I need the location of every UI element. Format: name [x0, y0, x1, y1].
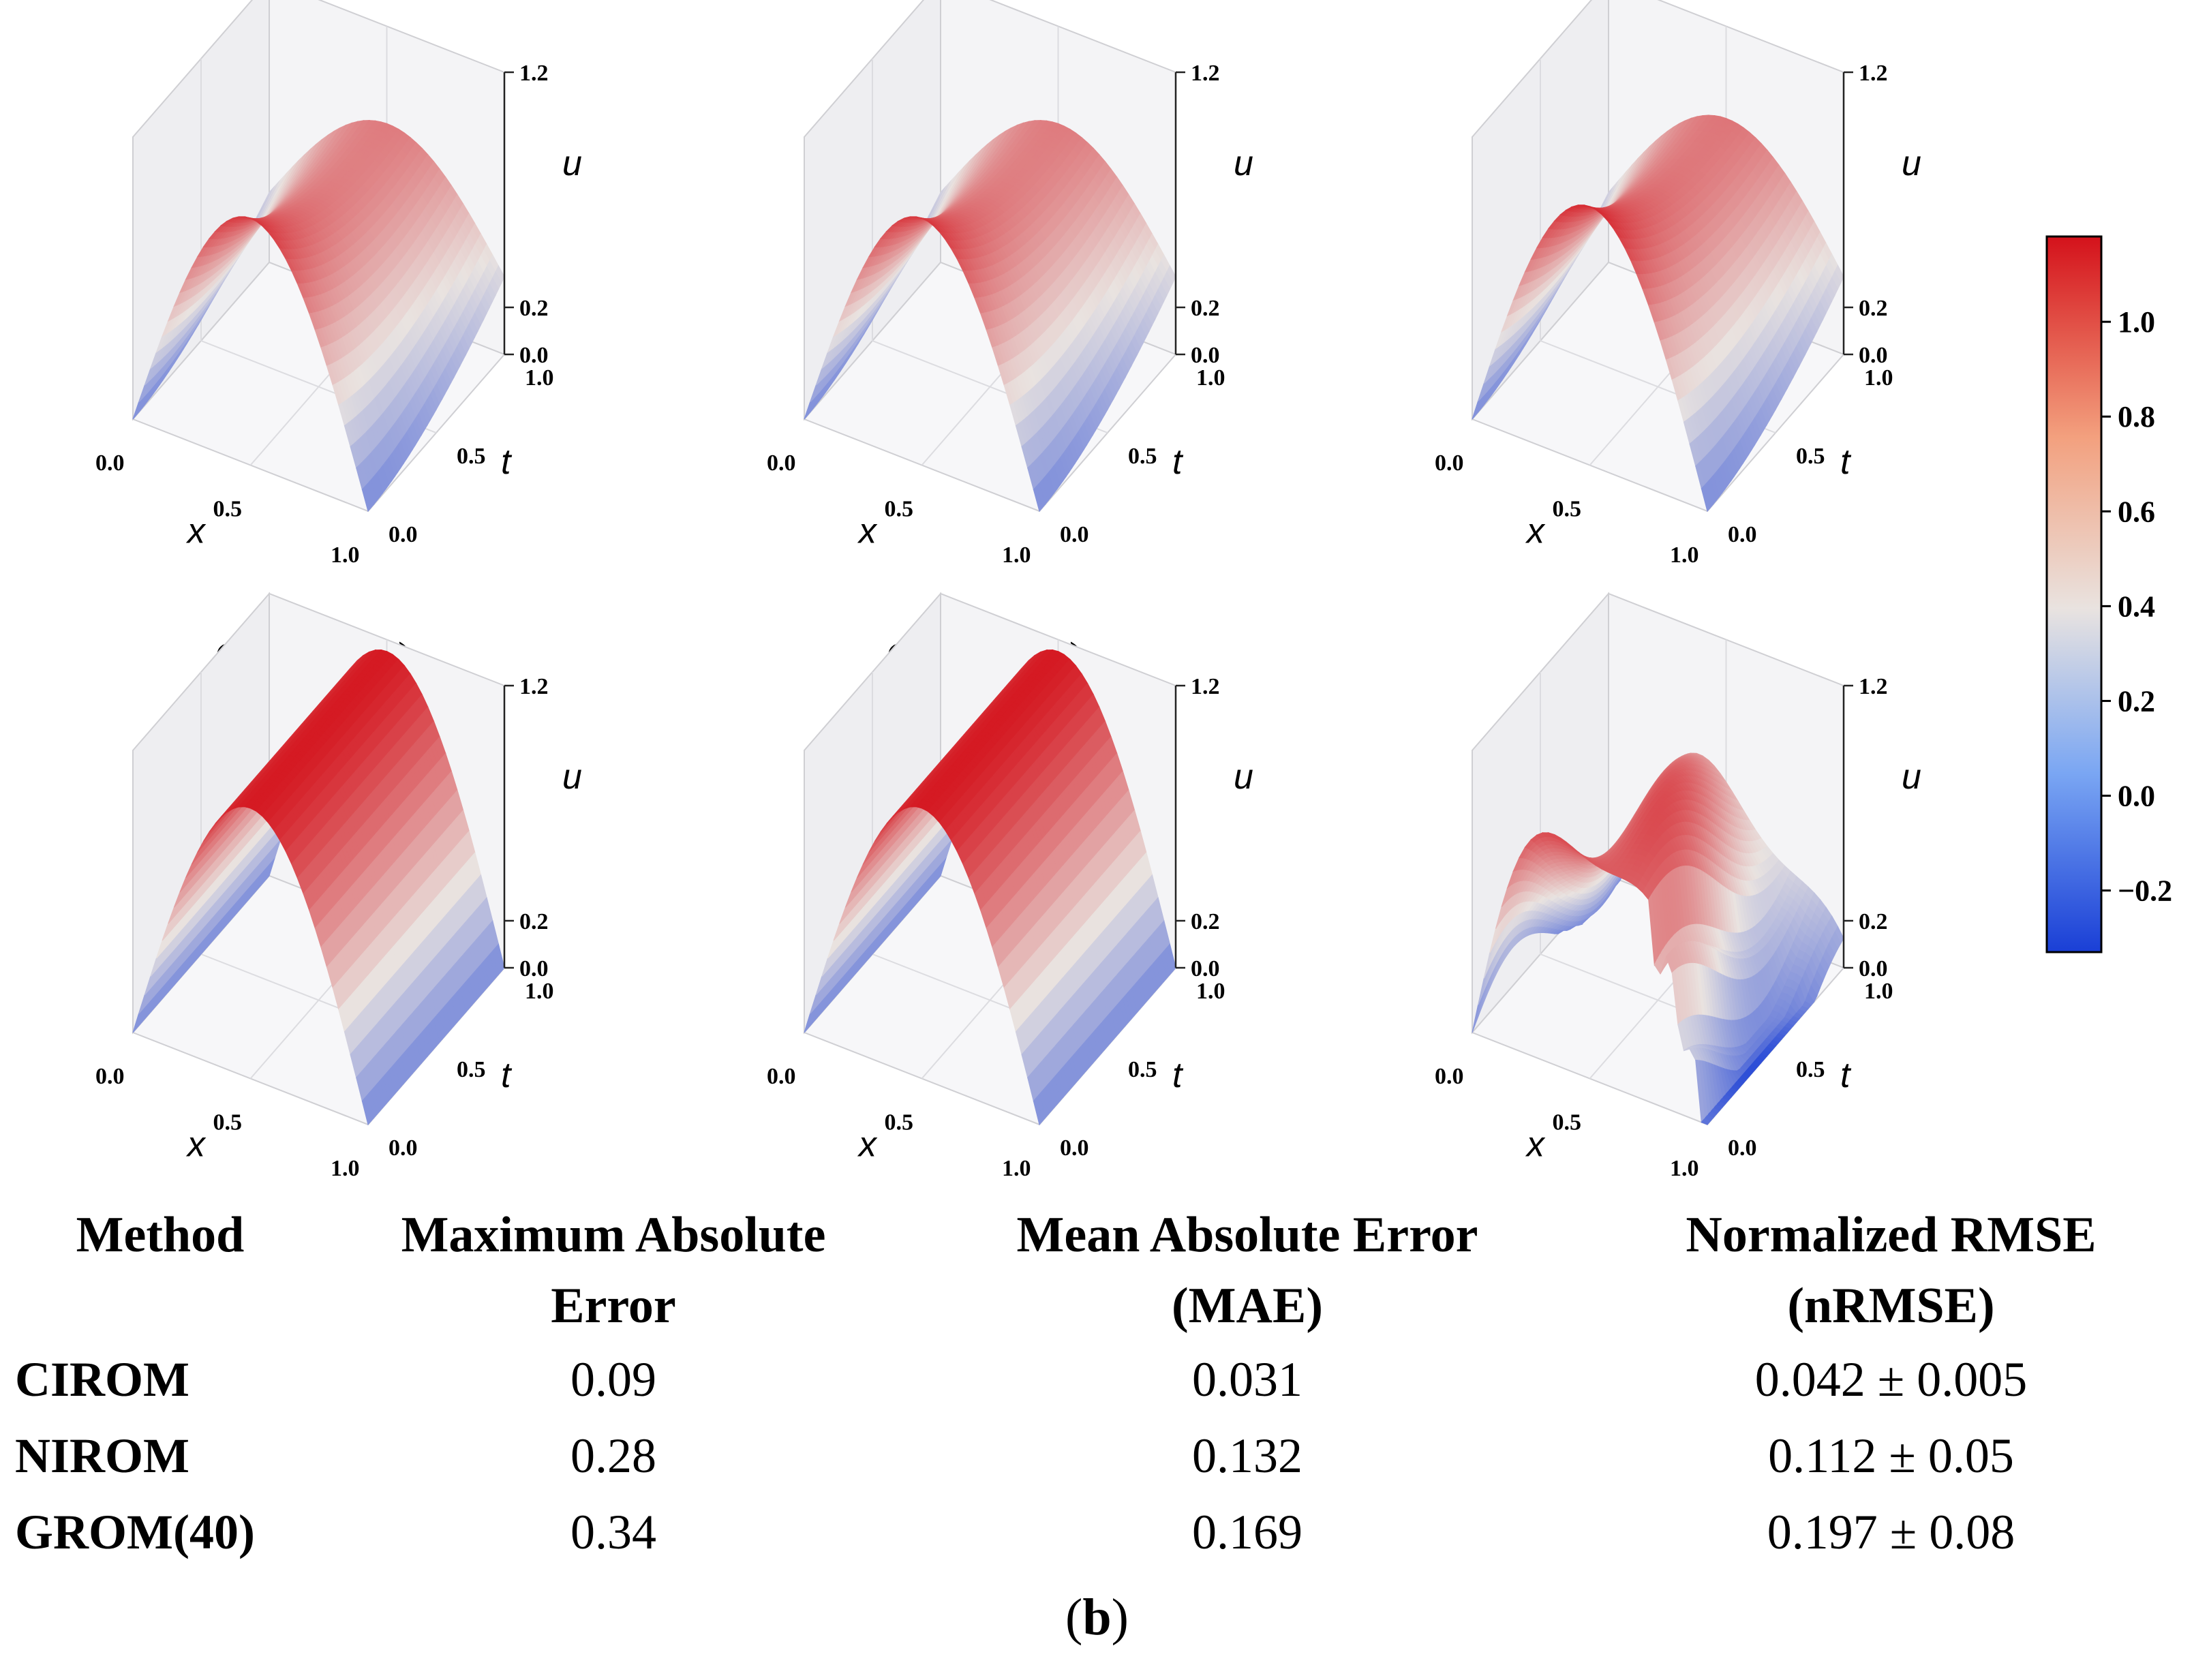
- t-tick-label: 0.0: [1060, 522, 1089, 547]
- t-tick-label: 1.0: [1196, 365, 1225, 391]
- t-axis-label: t: [501, 442, 513, 482]
- x-axis-label: x: [185, 512, 207, 551]
- surface-panel: FOM0.00.21.2u0.00.51.0x0.00.51.0t: [95, 0, 582, 568]
- t-tick-label: 0.5: [1128, 444, 1157, 469]
- x-axis-label: x: [857, 512, 878, 551]
- u-tick-label: 0.2: [1191, 296, 1220, 321]
- x-tick-label: 0.0: [95, 450, 125, 476]
- u-tick-label: 1.2: [519, 61, 549, 86]
- x-tick-label: 0.5: [885, 497, 914, 522]
- surface: [132, 120, 505, 513]
- u-tick-label: 0.2: [519, 296, 549, 321]
- u-axis-label: u: [562, 144, 582, 183]
- surface-panel: True0.00.21.2u0.00.51.0x0.00.51.0t: [767, 0, 1253, 568]
- u-tick-label: 0.0: [1191, 343, 1220, 368]
- t-tick-label: 0.0: [388, 522, 418, 547]
- u-axis-label: u: [1234, 144, 1253, 183]
- t-tick-label: 1.0: [525, 365, 554, 391]
- t-axis-label: t: [1172, 442, 1184, 482]
- x-tick-label: 1.0: [331, 543, 360, 568]
- x-tick-label: 0.0: [767, 450, 796, 476]
- x-tick-label: 1.0: [1002, 543, 1031, 568]
- t-tick-label: 0.5: [457, 444, 486, 469]
- u-tick-label: 1.2: [1191, 61, 1220, 86]
- x-tick-label: 0.5: [213, 497, 243, 522]
- u-tick-label: 0.0: [519, 343, 549, 368]
